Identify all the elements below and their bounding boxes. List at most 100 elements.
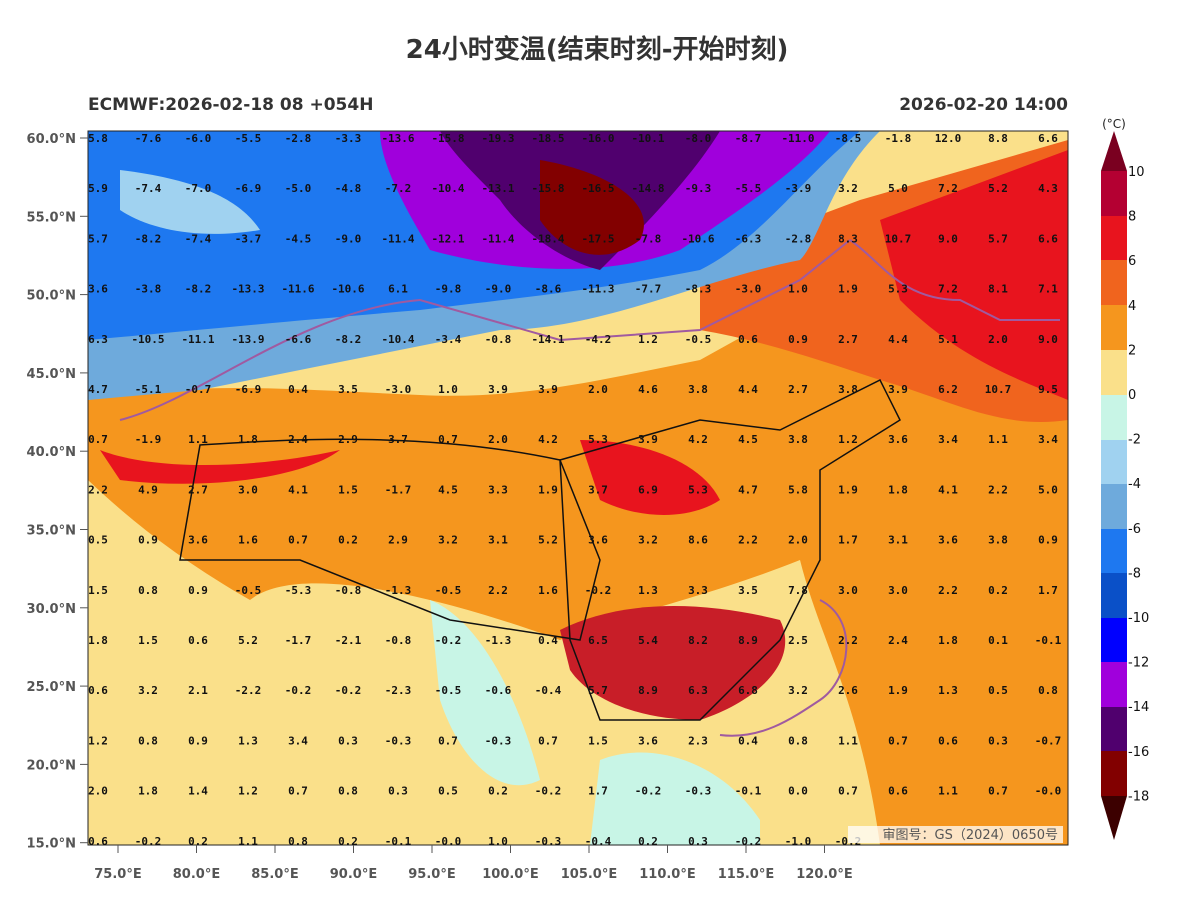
grid-value: -13.9 [231,333,264,346]
grid-value: 0.2 [188,835,208,848]
grid-value: 5.1 [938,333,958,346]
grid-value: -9.8 [435,283,462,296]
grid-value: 9.0 [938,232,958,245]
grid-value: -9.0 [335,232,362,245]
grid-value: 7.1 [1038,283,1058,296]
grid-value: 1.0 [438,383,458,396]
grid-value: -6.0 [185,132,212,145]
grid-value: -18.5 [531,132,564,145]
grid-value: 0.8 [788,734,808,747]
colorbar-label: -4 [1128,477,1141,492]
grid-value: 3.9 [488,383,508,396]
title: 24小时变温(结束时刻-开始时刻) [406,34,789,65]
grid-value: -0.2 [135,835,162,848]
grid-value: 10.7 [885,232,912,245]
grid-value: 0.9 [138,534,158,547]
grid-value: 3.0 [238,483,258,496]
grid-value: -11.4 [381,232,414,245]
grid-value: 0.5 [988,684,1008,697]
grid-value: 0.3 [988,734,1008,747]
y-axis-label: 40.0°N [27,445,76,460]
grid-value: -0.8 [385,634,412,647]
grid-value: 3.1 [488,534,508,547]
grid-value: -7.7 [635,283,662,296]
grid-value: 1.3 [238,734,258,747]
grid-value: 0.9 [188,734,208,747]
grid-value: 3.6 [638,734,658,747]
grid-value: -13.6 [381,132,414,145]
grid-value: 7.2 [938,182,958,195]
grid-value: 0.3 [338,734,358,747]
grid-value: 1.2 [238,785,258,798]
grid-value: 5.2 [988,182,1008,195]
grid-value: 5.2 [238,634,258,647]
grid-value: 10.7 [985,383,1012,396]
grid-value: 4.2 [538,433,558,446]
grid-value: 6.6 [1038,132,1058,145]
grid-value: 4.1 [938,483,958,496]
grid-value: 0.9 [188,584,208,597]
colorbar-label: -18 [1128,789,1149,804]
grid-value: -4.2 [585,333,612,346]
colorbar-label: -14 [1128,700,1149,715]
grid-values: 5.8 -7.6 -6.0 -5.5 -2.8 -3.3 -13.6 -15.8 -19.3 -1… [88,132,1062,848]
grid-value: 2.7 [788,383,808,396]
grid-value: 6.3 [88,333,108,346]
grid-value: 8.3 [838,232,858,245]
grid-value: 6.5 [588,634,608,647]
colorbar-label: 8 [1128,210,1136,225]
grid-value: -0.3 [485,734,512,747]
grid-value: 0.5 [88,534,108,547]
grid-value: -10.1 [631,132,664,145]
x-axis-label: 115.0°E [718,867,775,882]
subtitle-right: 2026-02-20 14:00 [899,95,1068,115]
grid-value: 1.8 [888,483,908,496]
y-axis-label: 55.0°N [27,210,76,225]
grid-value: 5.3 [588,433,608,446]
grid-value: -8.0 [685,132,712,145]
grid-value: -19.3 [481,132,514,145]
grid-value: 7.2 [938,283,958,296]
colorbar-label: 6 [1128,254,1136,269]
grid-value: 0.4 [288,383,308,396]
grid-value: 2.9 [388,534,408,547]
grid-value: -0.5 [435,684,462,697]
grid-value: 3.3 [488,483,508,496]
grid-value: -11.3 [581,283,614,296]
grid-value: -0.4 [585,835,612,848]
grid-value: 4.6 [638,383,658,396]
grid-value: 1.2 [638,333,658,346]
grid-value: 2.6 [838,684,858,697]
grid-value: 2.2 [488,584,508,597]
grid-value: -7.0 [185,182,212,195]
grid-value: 0.2 [638,835,658,848]
grid-value: -0.5 [685,333,712,346]
grid-value: -5.0 [285,182,312,195]
grid-value: 3.8 [988,534,1008,547]
grid-value: -0.1 [1035,634,1062,647]
grid-value: 3.6 [188,534,208,547]
grid-value: 1.5 [588,734,608,747]
grid-value: 2.9 [338,433,358,446]
grid-value: -0.8 [485,333,512,346]
grid-value: 1.7 [588,785,608,798]
grid-value: -3.7 [235,232,262,245]
colorbar-label: -6 [1128,522,1141,537]
grid-value: -1.3 [385,584,412,597]
grid-value: 4.2 [688,433,708,446]
colorbar-label: -16 [1128,745,1149,760]
grid-value: -2.2 [235,684,262,697]
grid-value: -7.4 [185,232,212,245]
grid-value: -10.6 [681,232,714,245]
grid-value: -8.6 [535,283,562,296]
grid-value: 0.6 [938,734,958,747]
grid-value: 8.8 [988,132,1008,145]
grid-value: 4.3 [1038,182,1058,195]
grid-value: 0.6 [888,785,908,798]
grid-value: 1.7 [1038,584,1058,597]
grid-value: -18.4 [531,232,564,245]
grid-value: -0.7 [185,383,212,396]
grid-value: 3.9 [638,433,658,446]
grid-value: 4.5 [438,483,458,496]
